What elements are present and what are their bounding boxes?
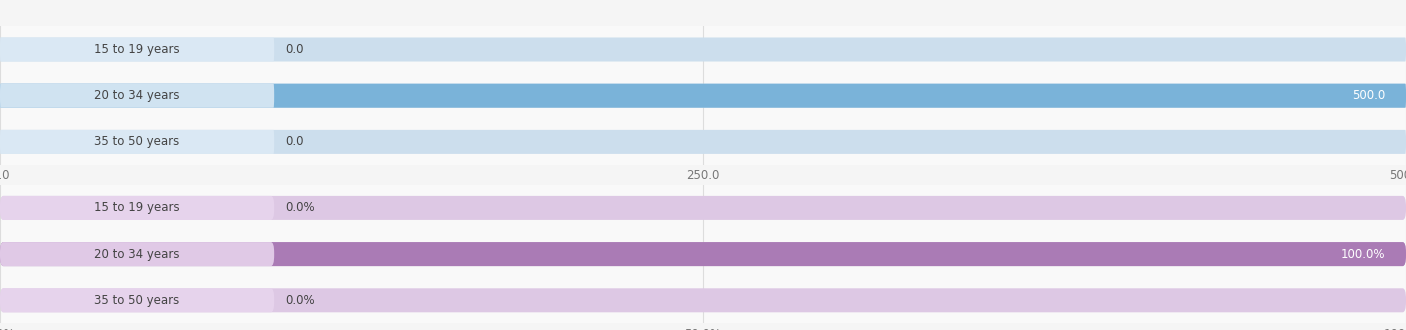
- Text: 20 to 34 years: 20 to 34 years: [94, 89, 180, 102]
- FancyBboxPatch shape: [0, 130, 1406, 154]
- Text: 15 to 19 years: 15 to 19 years: [94, 201, 180, 214]
- FancyBboxPatch shape: [0, 38, 274, 61]
- FancyBboxPatch shape: [0, 84, 274, 108]
- FancyBboxPatch shape: [0, 288, 1406, 312]
- FancyBboxPatch shape: [0, 196, 274, 220]
- Text: 35 to 50 years: 35 to 50 years: [94, 294, 180, 307]
- FancyBboxPatch shape: [0, 84, 1406, 108]
- Text: 0.0%: 0.0%: [285, 294, 315, 307]
- FancyBboxPatch shape: [0, 38, 1406, 61]
- FancyBboxPatch shape: [0, 196, 1406, 220]
- Text: 500.0: 500.0: [1351, 89, 1385, 102]
- FancyBboxPatch shape: [0, 84, 1406, 108]
- Text: 0.0%: 0.0%: [285, 201, 315, 214]
- Text: 35 to 50 years: 35 to 50 years: [94, 135, 180, 148]
- FancyBboxPatch shape: [0, 242, 274, 266]
- Text: 20 to 34 years: 20 to 34 years: [94, 248, 180, 261]
- Text: 0.0: 0.0: [285, 135, 304, 148]
- FancyBboxPatch shape: [0, 242, 1406, 266]
- Text: 15 to 19 years: 15 to 19 years: [94, 43, 180, 56]
- Text: 0.0: 0.0: [285, 43, 304, 56]
- FancyBboxPatch shape: [0, 130, 274, 154]
- Text: 100.0%: 100.0%: [1340, 248, 1385, 261]
- FancyBboxPatch shape: [0, 242, 1406, 266]
- FancyBboxPatch shape: [0, 288, 274, 312]
